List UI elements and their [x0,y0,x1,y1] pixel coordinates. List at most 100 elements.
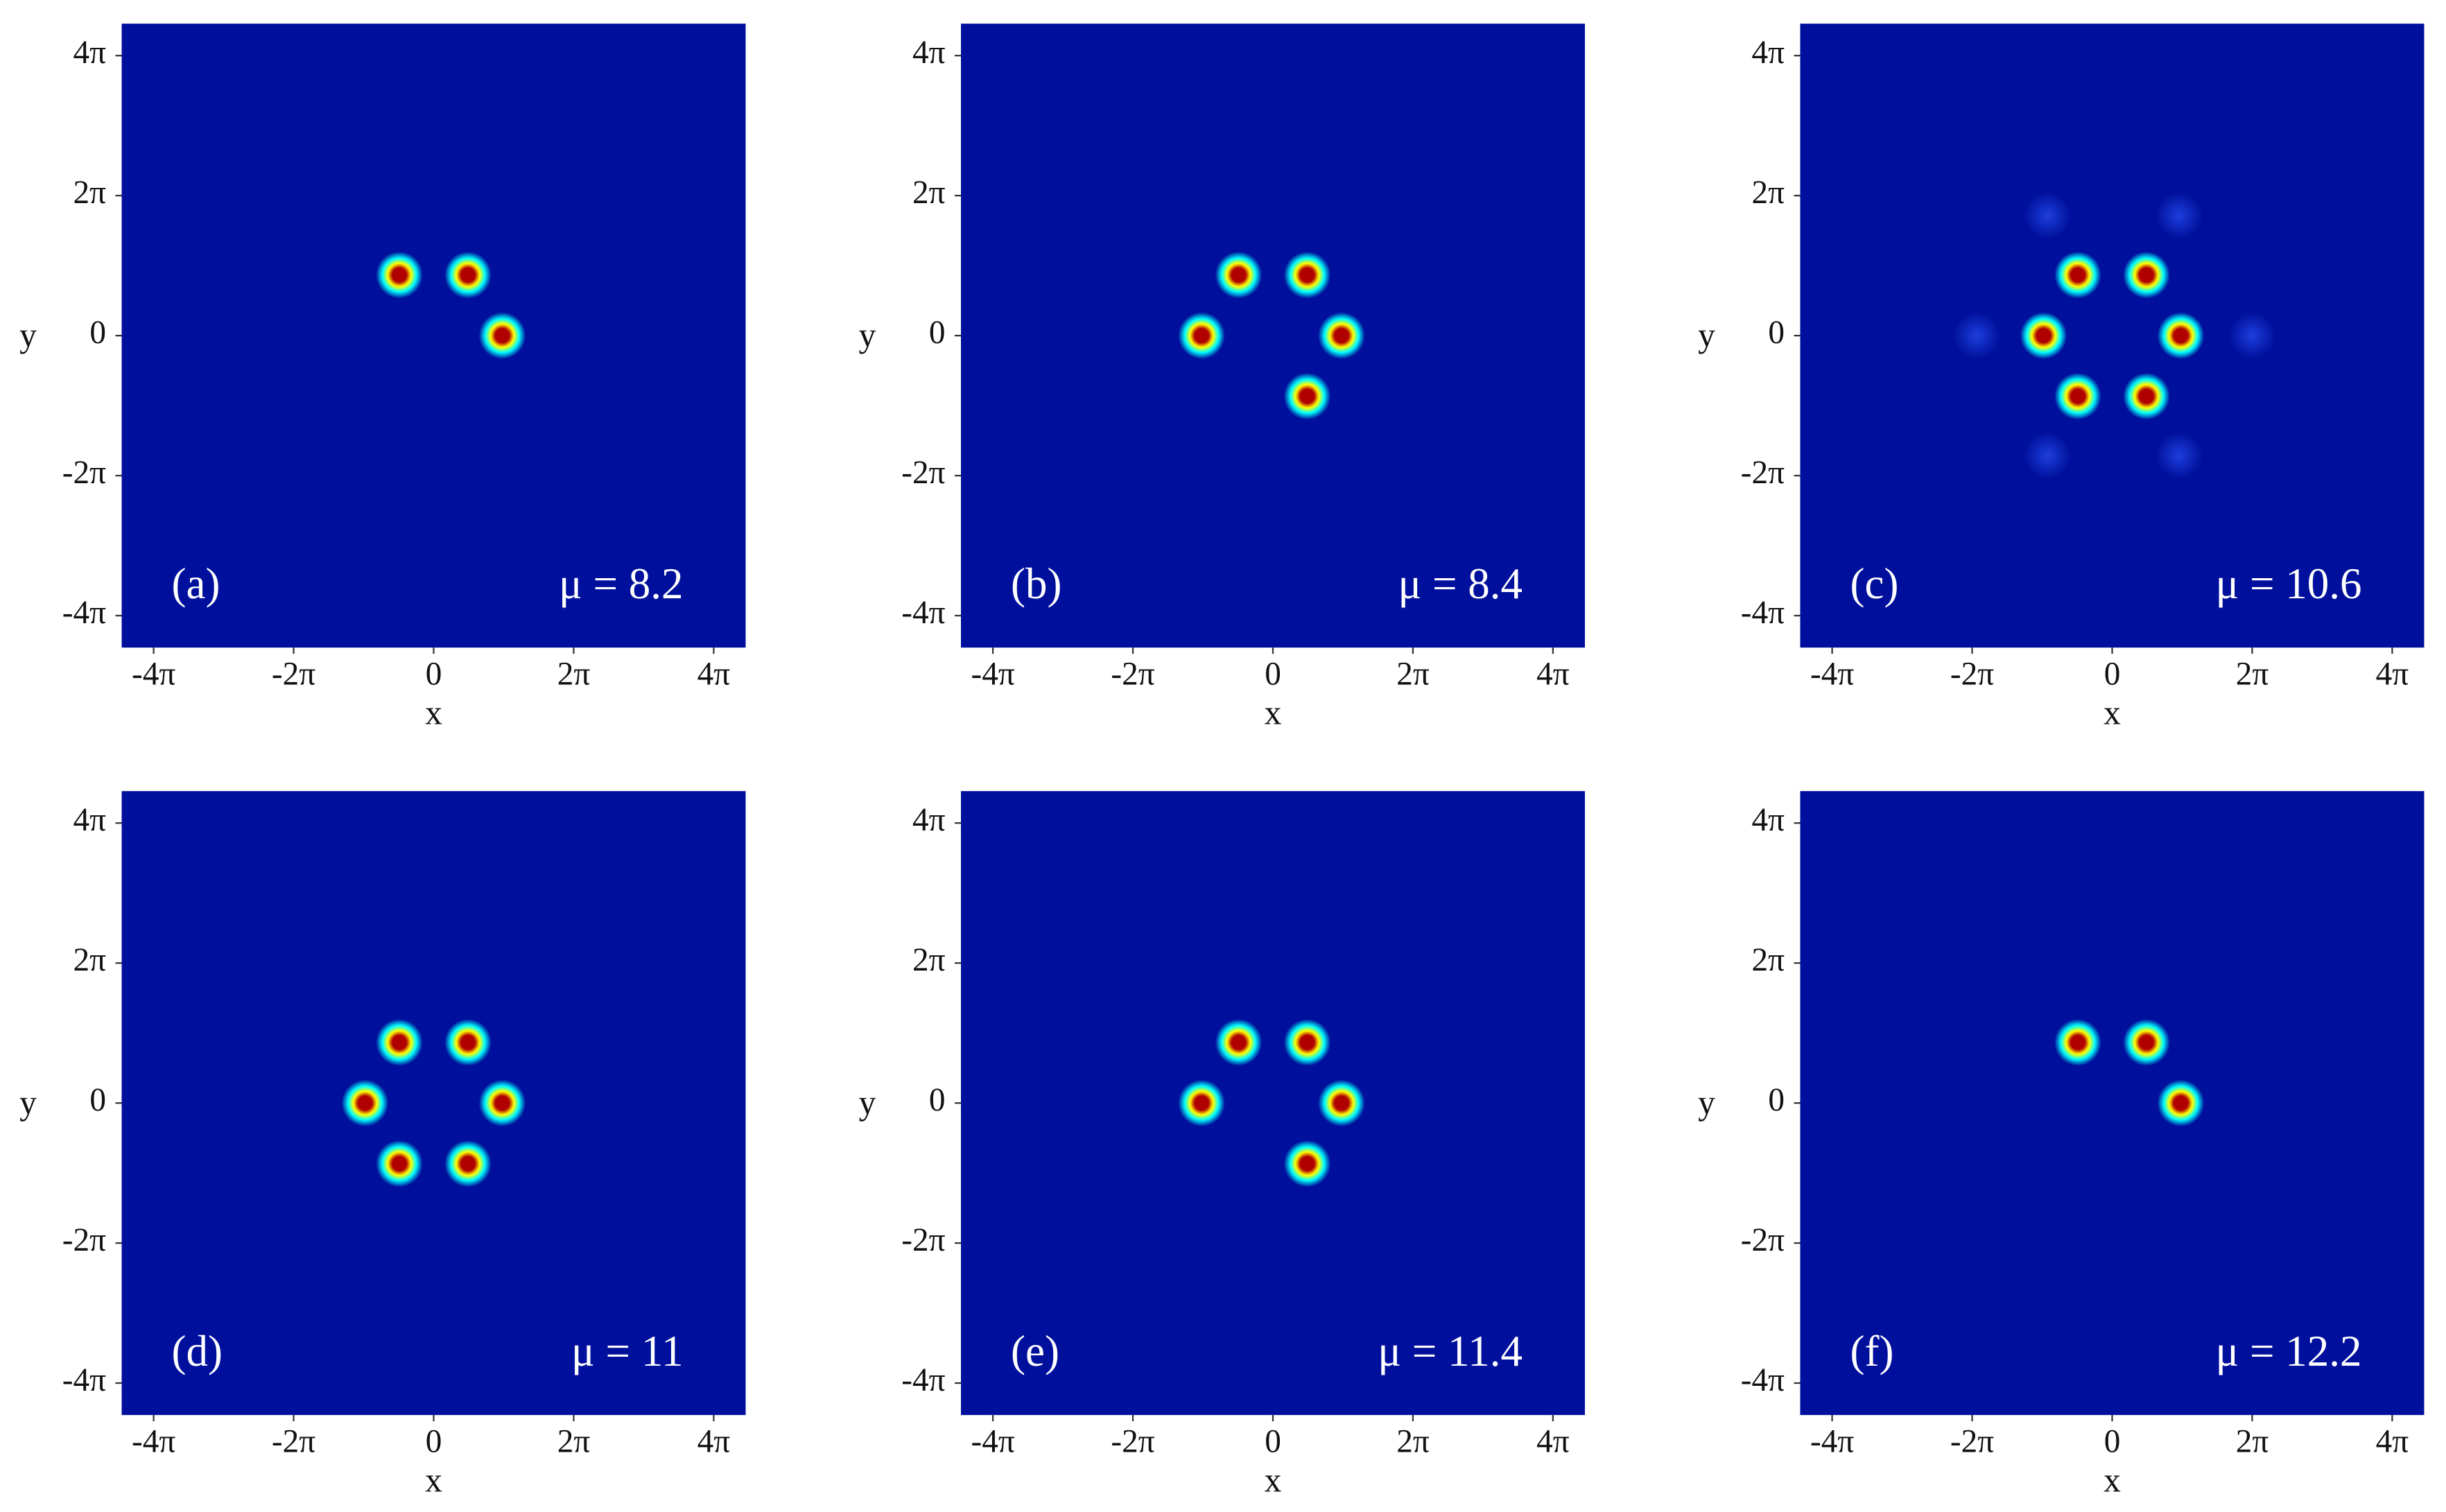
x-tick-label: 2π [2236,1424,2269,1460]
x-tick-label: -2π [1111,657,1154,693]
x-axis-label: x [1265,693,1282,731]
annotation: μ = 12.2 [2215,1327,2361,1375]
density-peak [376,1018,423,1066]
x-tick-label: -2π [272,1424,315,1460]
annotation: μ = 11.4 [1378,1327,1523,1375]
y-tick-label: 4π [73,35,107,71]
x-tick-label: -4π [971,657,1014,693]
x-tick-label: 0 [426,657,442,693]
y-tick-label: -4π [901,595,945,631]
density-peak [444,1140,492,1188]
y-tick-label: -2π [1741,455,1785,491]
y-axis-label: y [859,316,876,354]
y-tick-label: 2π [73,175,107,211]
y-tick-label: -2π [62,1222,106,1258]
panel-label: (d) [172,1327,223,1375]
x-tick-label: -2π [1950,1424,1994,1460]
density-peak [2054,1018,2101,1066]
x-tick-label: 2π [1396,657,1430,693]
plot-area [121,24,746,648]
density-peak [2123,1018,2170,1066]
density-peak [2024,192,2072,239]
x-axis-label: x [425,1461,442,1499]
x-tick-label: 2π [1396,1424,1430,1460]
panel-label: (e) [1011,1327,1059,1375]
density-peak [1318,312,1365,359]
density-peak [1283,251,1331,299]
y-tick-label: 0 [1768,1082,1785,1118]
y-tick-label: 4π [912,802,946,838]
density-peak [1178,1079,1225,1127]
x-tick-label: 0 [2104,657,2121,693]
density-peak [1318,1079,1365,1127]
y-axis-label: y [859,1084,876,1122]
y-tick-label: 2π [912,942,946,978]
y-tick-label: 4π [912,35,946,71]
annotation: μ = 8.4 [1398,559,1523,608]
x-axis-label: x [2104,1461,2121,1499]
y-axis-label: y [1698,1084,1715,1122]
x-tick-label: 2π [2236,657,2269,693]
plot-area [1800,791,2425,1416]
y-tick-label: -4π [62,595,106,631]
x-axis-label: x [1265,1461,1282,1499]
y-tick-label: -4π [901,1362,945,1398]
y-tick-label: 0 [89,315,106,351]
density-peak [376,251,423,299]
density-peak [341,1079,389,1127]
y-axis-label: y [19,1084,37,1122]
panel-label: (f) [1850,1327,1894,1375]
x-tick-label: 4π [697,1424,731,1460]
y-tick-label: 0 [89,1082,106,1118]
y-tick-label: -2π [901,1222,945,1258]
x-tick-label: 0 [2104,1424,2121,1460]
density-peak [1953,312,2001,359]
x-tick-label: 2π [557,657,591,693]
y-tick-label: 2π [1752,942,1785,978]
x-tick-label: 2π [557,1424,591,1460]
x-tick-label: -4π [971,1424,1014,1460]
x-tick-label: -2π [1111,1424,1154,1460]
density-peak [1283,1140,1331,1188]
density-peak [2020,312,2067,359]
plot-area [961,24,1585,648]
density-peak [2156,192,2203,239]
y-tick-label: -4π [1741,1362,1785,1398]
x-axis-label: x [425,693,442,731]
y-tick-label: 0 [929,1082,946,1118]
density-peak [2054,372,2101,420]
density-peak [1215,1018,1263,1066]
y-tick-label: 4π [73,802,107,838]
y-tick-label: 2π [73,942,107,978]
panel-label: (a) [172,559,220,608]
y-tick-label: 4π [1752,35,1785,71]
x-tick-label: 4π [1536,1424,1570,1460]
y-tick-label: 0 [929,315,946,351]
x-tick-label: 4π [2376,657,2409,693]
plot-area [121,791,746,1416]
y-tick-label: 0 [1768,315,1785,351]
plot-area [1800,24,2425,648]
y-tick-label: 2π [1752,175,1785,211]
density-peak [2157,312,2205,359]
density-peak [1178,312,1225,359]
density-peak [478,1079,526,1127]
annotation: μ = 10.6 [2215,559,2361,608]
x-tick-label: -2π [272,657,315,693]
x-axis-label: x [2104,693,2121,731]
y-tick-label: -2π [901,455,945,491]
x-tick-label: 4π [1536,657,1570,693]
y-tick-label: 4π [1752,802,1785,838]
plot-area [961,791,1585,1416]
density-peak [2123,372,2170,420]
density-peak [2228,312,2276,359]
y-tick-label: -4π [62,1362,106,1398]
x-tick-label: 0 [1265,657,1281,693]
x-tick-label: 4π [2376,1424,2409,1460]
y-tick-label: -2π [62,455,106,491]
density-peak [1283,372,1331,420]
x-tick-label: -4π [132,657,175,693]
panel-label: (b) [1011,559,1061,608]
x-tick-label: -4π [132,1424,175,1460]
